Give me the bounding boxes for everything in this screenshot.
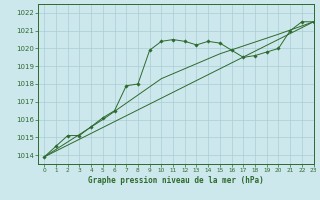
X-axis label: Graphe pression niveau de la mer (hPa): Graphe pression niveau de la mer (hPa) bbox=[88, 176, 264, 185]
